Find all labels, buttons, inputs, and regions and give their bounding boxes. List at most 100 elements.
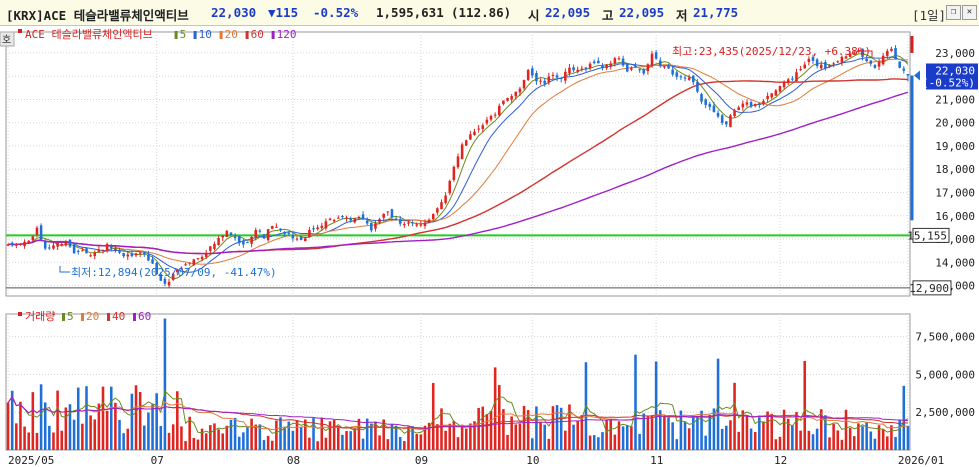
candle <box>824 59 827 71</box>
stock-chart[interactable]: 23,00022,00021,00020,00019,00018,00017,0… <box>0 26 979 467</box>
candle <box>43 238 47 251</box>
volume-bar <box>580 415 584 450</box>
ma-legend-swatch <box>219 31 223 39</box>
volume-bar <box>407 426 410 450</box>
candle <box>522 79 526 91</box>
candle <box>109 243 113 252</box>
volume-ma-legend-swatch <box>81 313 84 321</box>
candle <box>588 61 592 71</box>
candle <box>130 250 134 258</box>
volume-ma-legend-swatch <box>62 313 65 321</box>
volume-bar <box>266 435 270 450</box>
price-tick-label: 20,000 <box>935 117 975 130</box>
volume-bar <box>31 392 35 450</box>
volume-bar <box>778 436 782 450</box>
candle <box>568 64 571 76</box>
volume-bar <box>861 426 864 450</box>
volume-bar <box>357 418 361 450</box>
volume-bar <box>725 425 728 450</box>
volume-bar <box>539 421 542 450</box>
candle <box>200 255 204 262</box>
current-price-box-value: 22,030 <box>935 64 975 77</box>
volume-tick-label: 2,500,000 <box>915 406 975 419</box>
volume-bar <box>415 434 419 450</box>
volume-bar <box>840 439 844 450</box>
candle <box>753 103 757 108</box>
volume-bar <box>332 420 336 450</box>
volume-bar <box>403 441 406 450</box>
volume-bar <box>365 418 369 450</box>
candle <box>122 252 125 259</box>
volume-bar <box>535 406 538 450</box>
candle <box>881 53 885 66</box>
candle <box>444 192 447 205</box>
volume-bar <box>497 385 501 450</box>
candle <box>630 66 633 72</box>
candle <box>431 213 435 221</box>
volume-bar <box>93 419 97 450</box>
volume-bar <box>741 410 745 450</box>
candle <box>6 244 10 247</box>
candle <box>601 63 604 71</box>
grid <box>5 31 911 451</box>
candle <box>415 222 419 228</box>
date-tick-label: 11 <box>650 454 663 467</box>
volume-bar <box>440 408 443 450</box>
volume-bar <box>894 436 897 450</box>
candle <box>143 252 146 257</box>
candle <box>229 232 233 236</box>
candle <box>493 112 497 119</box>
volume-legend-name: 거래량 <box>25 310 55 323</box>
candle <box>159 272 163 282</box>
candles <box>6 45 910 289</box>
date-tick-label: 07 <box>151 454 164 467</box>
volume-bar <box>791 425 794 450</box>
price-ma120-line <box>8 91 909 255</box>
volume-ma-legend-label: 5 <box>67 310 74 323</box>
volume-bar <box>493 367 497 450</box>
candle <box>353 218 357 224</box>
volume-bar <box>221 433 224 450</box>
volume-bar <box>568 404 571 450</box>
open-price: 22,095 <box>545 5 591 20</box>
reference-lines <box>6 234 910 289</box>
volume-bar <box>819 409 823 450</box>
close-icon[interactable]: ✕ <box>962 5 977 20</box>
volume-bar <box>250 418 253 450</box>
volume-bar <box>658 410 662 450</box>
volume-bar <box>452 420 456 450</box>
candle <box>584 67 588 72</box>
volume-bar <box>52 432 55 450</box>
volume-bar <box>733 382 736 450</box>
candle <box>559 77 563 83</box>
candle <box>716 110 720 119</box>
candle <box>481 123 485 133</box>
high-price: 22,095 <box>619 5 665 20</box>
volume-bar <box>6 402 10 450</box>
candle <box>250 235 253 248</box>
candle <box>894 45 897 60</box>
candle <box>514 91 518 100</box>
candle <box>510 94 513 103</box>
volume-bar <box>15 423 18 450</box>
candle <box>464 139 468 147</box>
volume-bar <box>184 441 187 450</box>
volume-bar <box>531 438 534 450</box>
volume-bar <box>786 418 790 450</box>
volume-bar <box>386 439 390 450</box>
price-change-pct: -0.52% <box>313 5 359 20</box>
restore-icon[interactable]: ❐ <box>946 5 961 20</box>
candle <box>766 92 769 103</box>
candle <box>848 50 852 58</box>
volume-bar <box>167 432 171 450</box>
volume-bar <box>101 386 105 450</box>
candle <box>704 98 707 109</box>
candle <box>667 63 670 69</box>
candle <box>332 218 336 223</box>
candle <box>791 76 794 81</box>
period-selector[interactable]: [1일] <box>912 8 947 23</box>
candle <box>749 100 753 109</box>
volume-bar <box>180 426 183 450</box>
volume-bar <box>828 437 831 450</box>
volume-bar <box>10 390 14 450</box>
